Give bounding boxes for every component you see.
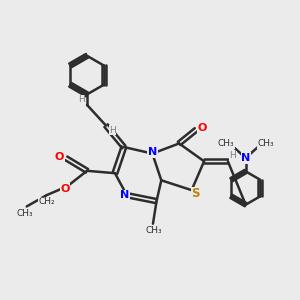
- Text: CH₃: CH₃: [218, 139, 234, 148]
- Text: H: H: [109, 126, 116, 135]
- Text: H: H: [78, 95, 85, 104]
- Text: N: N: [241, 153, 250, 163]
- Text: H: H: [230, 152, 236, 160]
- Text: S: S: [191, 187, 200, 200]
- Text: CH₂: CH₂: [38, 197, 55, 206]
- Text: CH₃: CH₃: [257, 139, 274, 148]
- Text: N: N: [148, 147, 157, 158]
- Text: N: N: [120, 190, 129, 200]
- Text: O: O: [55, 152, 64, 162]
- Text: O: O: [197, 123, 207, 133]
- Text: CH₃: CH₃: [17, 208, 34, 217]
- Text: O: O: [60, 184, 70, 194]
- Text: CH₃: CH₃: [145, 226, 162, 235]
